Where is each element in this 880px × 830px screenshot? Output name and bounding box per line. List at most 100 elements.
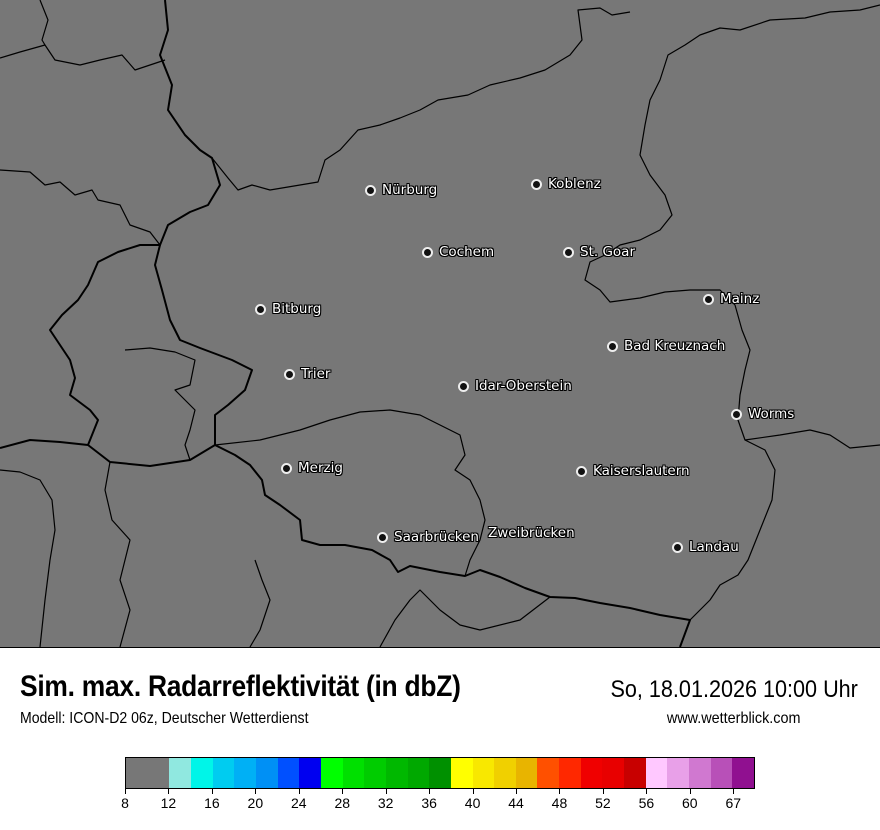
legend-tick — [733, 789, 735, 794]
website-link[interactable]: www.wetterblick.com — [666, 710, 800, 727]
legend-tick — [255, 789, 257, 794]
legend-color-swatch — [494, 758, 516, 788]
city-marker[interactable]: Zweibrücken — [488, 525, 575, 541]
city-marker[interactable]: Nürburg — [365, 182, 437, 198]
city-dot-icon — [563, 246, 574, 258]
legend-tick-label: 32 — [377, 795, 394, 811]
border-lines — [0, 0, 880, 648]
legend-color-swatch — [580, 758, 603, 788]
national-border — [49, 0, 221, 446]
legend-tick — [429, 789, 431, 794]
city-marker[interactable]: Bad Kreuznach — [607, 338, 725, 354]
legend-color-swatch — [537, 758, 560, 788]
legend-color-swatch — [689, 758, 711, 788]
city-label: Cochem — [439, 244, 495, 260]
radar-map[interactable]: Nürburg Koblenz Cochem St. Goar Bitburg … — [0, 0, 880, 648]
legend-color-swatch — [515, 758, 538, 788]
city-marker[interactable]: Mainz — [703, 291, 759, 307]
city-dot-icon — [377, 531, 388, 543]
legend-tick-label: 48 — [551, 795, 568, 811]
city-dot-icon — [281, 462, 292, 474]
city-marker[interactable]: Landau — [672, 539, 739, 555]
city-label: Bad Kreuznach — [624, 338, 726, 354]
city-marker[interactable]: St. Goar — [563, 244, 635, 260]
city-dot-icon — [422, 246, 433, 258]
legend-color-swatch — [190, 758, 213, 788]
legend-color-swatch — [385, 758, 408, 788]
forecast-datetime: So, 18.01.2026 10:00 Uhr — [610, 676, 858, 703]
city-label: Bitburg — [272, 301, 322, 317]
legend-color-swatch — [429, 758, 451, 788]
city-label: Worms — [748, 406, 795, 422]
legend-color-swatch — [364, 758, 386, 788]
city-dot-icon — [284, 368, 295, 380]
legend-tick-label: 36 — [421, 795, 437, 811]
legend-color-swatch — [407, 758, 430, 788]
city-label: Koblenz — [548, 176, 601, 192]
city-label: Nürburg — [382, 182, 438, 198]
color-legend-ticks: 8 12 16 20 24 28 32 36 40 44 48 52 56 60 67 — [121, 789, 755, 819]
city-marker[interactable]: Worms — [731, 406, 794, 422]
city-marker[interactable]: Cochem — [422, 244, 494, 260]
legend-tick — [689, 789, 691, 794]
legend-tick-label: 67 — [725, 795, 742, 811]
legend-color-swatch — [212, 758, 235, 788]
legend-tick-label: 20 — [247, 795, 264, 811]
legend-tick — [342, 789, 344, 794]
legend-color-swatch — [732, 758, 755, 788]
model-info: Modell: ICON-D2 06z, Deutscher Wetterdie… — [20, 710, 309, 727]
city-label: Kaiserslautern — [593, 463, 690, 479]
legend-color-swatch — [602, 758, 625, 788]
city-label: St. Goar — [580, 244, 635, 260]
city-label: Zweibrücken — [488, 525, 575, 541]
legend-tick — [125, 789, 126, 794]
city-marker[interactable]: Trier — [284, 366, 330, 382]
city-label: Landau — [689, 539, 739, 555]
color-legend-bar — [125, 757, 755, 789]
city-dot-icon — [365, 184, 376, 196]
city-dot-icon — [255, 303, 266, 315]
legend-tick-label: 24 — [290, 795, 307, 811]
legend-tick — [516, 789, 518, 794]
city-label: Merzig — [298, 460, 343, 476]
legend-tick-label: 40 — [464, 795, 481, 811]
legend-tick — [298, 789, 300, 794]
legend-tick-label: 52 — [595, 795, 611, 811]
city-dot-icon — [731, 408, 742, 420]
legend-tick — [602, 789, 604, 794]
city-dot-icon — [672, 541, 683, 553]
legend-tick — [646, 789, 648, 794]
legend-color-swatch — [234, 758, 256, 788]
city-marker[interactable]: Bitburg — [255, 301, 321, 317]
legend-color-swatch — [710, 758, 733, 788]
legend-tick-label: 8 — [121, 795, 129, 811]
legend-tick — [211, 789, 213, 794]
city-dot-icon — [607, 340, 618, 352]
national-border — [0, 439, 216, 467]
legend-color-swatch — [645, 758, 668, 788]
city-marker[interactable]: Koblenz — [531, 176, 601, 192]
city-marker[interactable]: Saarbrücken — [377, 529, 479, 545]
city-dot-icon — [458, 380, 469, 392]
legend-tick-label: 60 — [682, 795, 698, 811]
legend-tick — [559, 789, 561, 794]
legend-tick-label: 56 — [638, 795, 655, 811]
legend-color-swatch — [667, 758, 690, 788]
legend-color-swatch — [255, 758, 278, 788]
legend-color-swatch — [559, 758, 581, 788]
legend-color-swatch — [342, 758, 365, 788]
legend-tick-label: 16 — [204, 795, 220, 811]
legend-color-swatch — [472, 758, 495, 788]
legend-color-swatch — [277, 758, 300, 788]
legend-tick-label: 44 — [508, 795, 524, 811]
national-border — [154, 244, 691, 648]
legend-color-swatch — [299, 758, 321, 788]
chart-title: Sim. max. Radarreflektivität (in dbZ) — [20, 670, 461, 703]
city-marker[interactable]: Idar-Oberstein — [458, 378, 572, 394]
city-marker[interactable]: Kaiserslautern — [576, 463, 690, 479]
city-dot-icon — [576, 465, 587, 477]
legend-color-swatch — [450, 758, 473, 788]
legend-color-swatch — [320, 758, 343, 788]
city-marker[interactable]: Merzig — [281, 460, 343, 476]
legend-tick-label: 12 — [160, 795, 177, 811]
